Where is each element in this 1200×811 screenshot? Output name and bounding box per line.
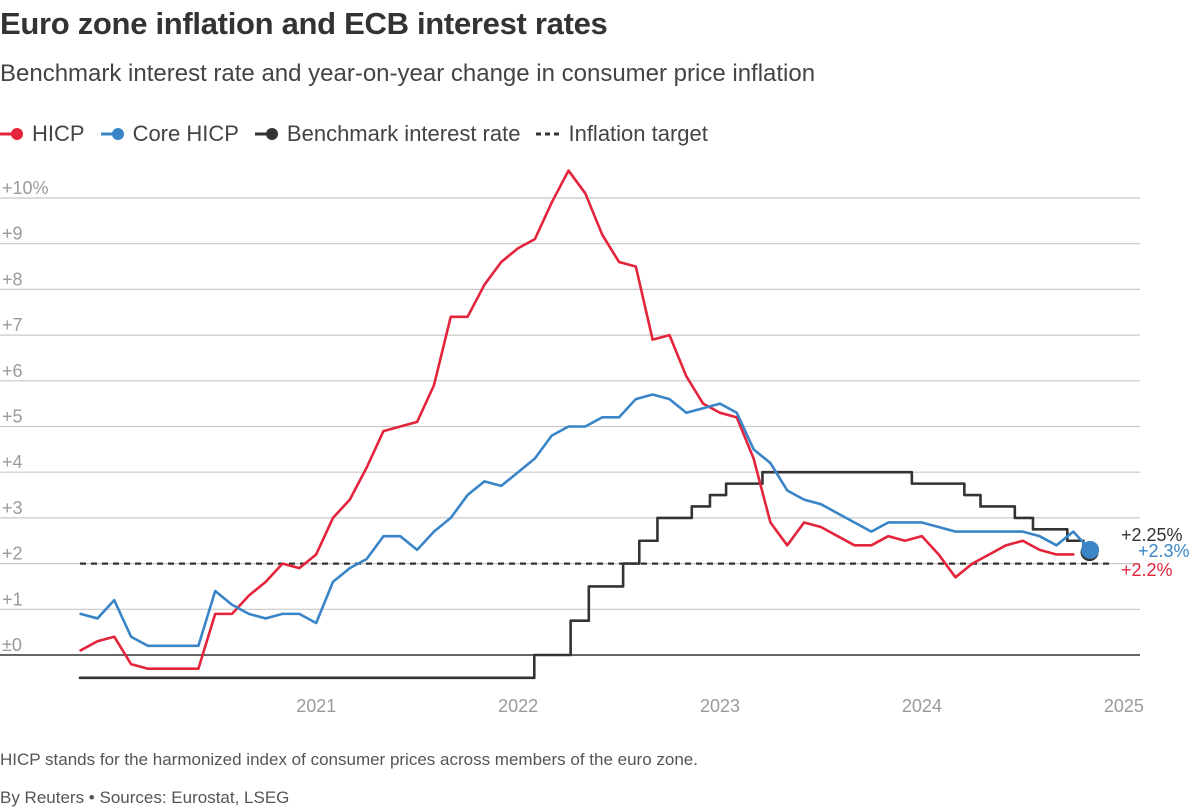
- end-label-hicp: +2.2%: [1121, 560, 1173, 580]
- end-label-core: +2.3%: [1138, 541, 1190, 561]
- legend-item-hicp: HICP: [0, 121, 85, 147]
- legend-swatch-inflation-target-icon: [536, 132, 561, 136]
- y-tick-label: +8: [2, 269, 23, 289]
- legend-swatch-benchmark-rate-icon: [254, 128, 278, 140]
- y-tick-label: +1: [2, 589, 23, 609]
- y-tick-label: +10%: [2, 178, 49, 198]
- legend-label-core-hicp: Core HICP: [132, 121, 239, 146]
- legend-swatch-core-hicp-icon: [100, 128, 124, 140]
- legend-item-benchmark-rate: Benchmark interest rate: [254, 121, 521, 147]
- legend-label-benchmark-rate: Benchmark interest rate: [286, 121, 521, 146]
- legend-label-hicp: HICP: [32, 121, 85, 146]
- chart-legend: HICP Core HICP Benchmark interest rate I…: [0, 119, 724, 149]
- y-tick-label: +4: [2, 452, 23, 472]
- x-tick-label: 2023: [700, 696, 740, 716]
- end-marker-core: [1081, 540, 1100, 559]
- line-chart: ±0 +1 +2 +3 +4 +5 +6 +7 +8 +9 +10% 2021 2022 2023 2024…: [0, 169, 1190, 716]
- x-tick-label: 2025: [1104, 696, 1144, 716]
- series-line-core: [79, 393, 1092, 648]
- x-tick-label: 2021: [296, 696, 336, 716]
- legend-swatch-hicp-icon: [0, 128, 23, 140]
- chart-title: Euro zone inflation and ECB interest rat…: [0, 6, 608, 41]
- series-line-rate: [78, 470, 1093, 680]
- y-tick-label: +6: [2, 361, 23, 381]
- chart-subtitle: Benchmark interest rate and year-on-year…: [0, 60, 816, 87]
- chart-footnote: HICP stands for the harmonized index of …: [0, 750, 698, 769]
- y-tick-label: +7: [2, 315, 23, 335]
- y-tick-label: ±0: [2, 635, 22, 655]
- x-tick-label: 2024: [902, 696, 942, 716]
- series-line-hicp: [79, 169, 1075, 671]
- y-tick-label: +3: [2, 498, 23, 518]
- x-tick-label: 2022: [498, 696, 538, 716]
- chart-source: By Reuters • Sources: Eurostat, LSEG: [0, 788, 290, 807]
- legend-label-inflation-target: Inflation target: [568, 121, 708, 146]
- end-label-rate: +2.25%: [1121, 525, 1183, 545]
- y-tick-label: +9: [2, 224, 23, 244]
- y-tick-label: +5: [2, 407, 23, 427]
- y-tick-label: +2: [2, 544, 23, 564]
- legend-item-inflation-target: Inflation target: [536, 121, 708, 147]
- legend-item-core-hicp: Core HICP: [100, 121, 239, 147]
